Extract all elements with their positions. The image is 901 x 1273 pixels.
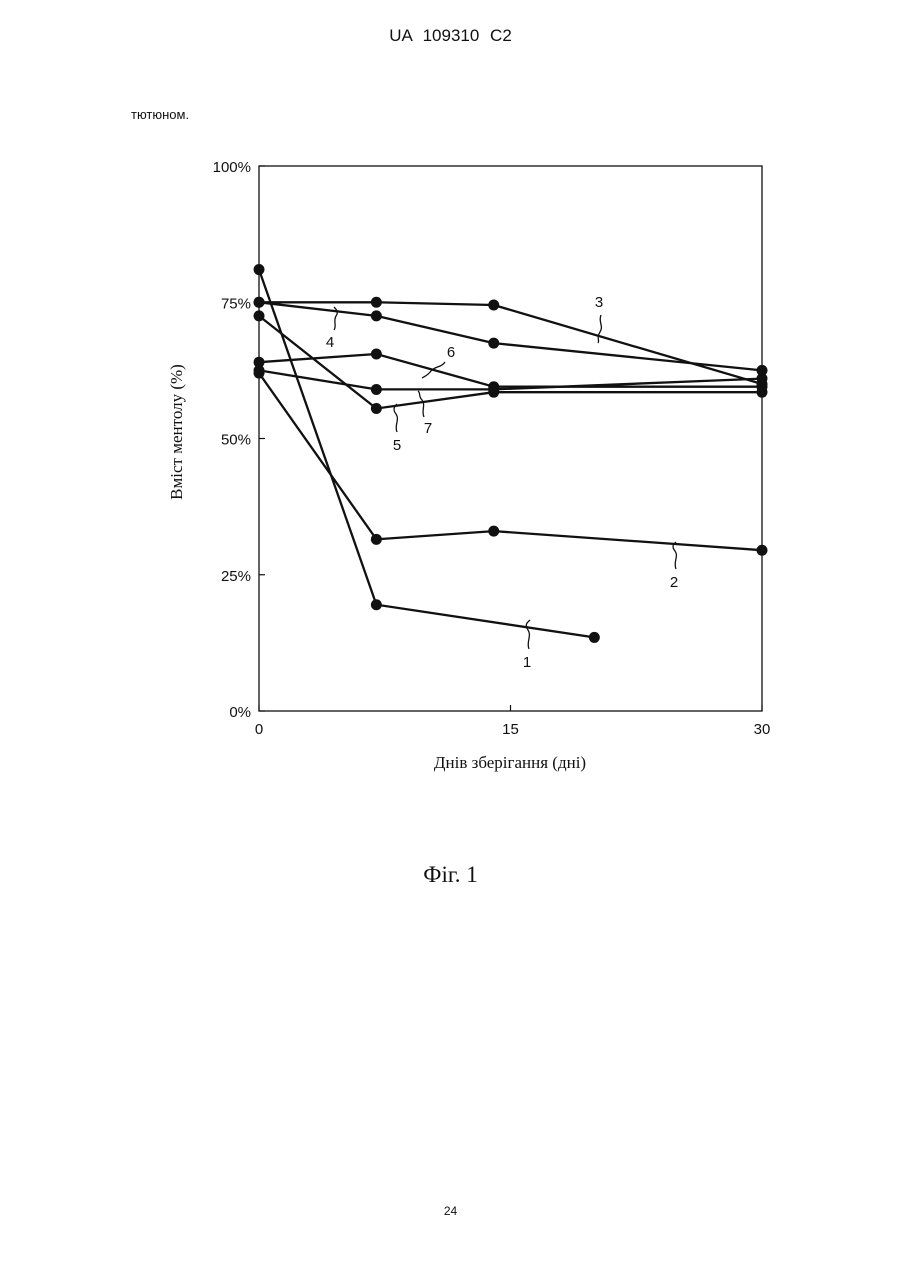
series-label: 4 <box>326 334 334 351</box>
series-5-point <box>371 403 382 414</box>
series-label: 6 <box>447 344 455 361</box>
figure-caption: Фіг. 1 <box>0 862 901 888</box>
series-6-point <box>371 349 382 360</box>
series-label-leader <box>418 391 424 417</box>
y-axis-title: Вміст ментолу (%) <box>167 364 186 500</box>
series-7-point <box>254 365 265 376</box>
series-3-point <box>488 299 499 310</box>
x-tick-label: 15 <box>502 721 519 738</box>
series-label-leader <box>526 620 530 649</box>
series-1-line <box>259 270 594 638</box>
x-tick-label: 0 <box>255 721 263 738</box>
y-tick-label: 100% <box>213 159 251 176</box>
plot-frame <box>259 166 762 711</box>
series-4-point <box>254 297 265 308</box>
y-tick-label: 0% <box>229 704 251 721</box>
series-2-point <box>371 534 382 545</box>
series-7-point <box>757 373 768 384</box>
series-label: 7 <box>424 420 432 437</box>
series-label: 2 <box>670 574 678 591</box>
y-tick-label: 25% <box>221 568 251 585</box>
page-number: 24 <box>0 1204 901 1218</box>
y-tick-label: 50% <box>221 432 251 449</box>
series-label-leader <box>394 404 397 432</box>
series-1-point <box>589 632 600 643</box>
menthol-content-chart: 0% 25% 50% 75% 100% 0 15 30 1 2 3 4 5 6 7 Днів зберіг… <box>0 0 901 800</box>
series-2-point <box>757 545 768 556</box>
y-tick-label: 75% <box>221 295 251 312</box>
series-label-leader <box>598 315 601 343</box>
x-tick-label: 30 <box>754 721 771 738</box>
series-label: 1 <box>523 654 531 671</box>
series-label: 5 <box>393 437 401 454</box>
series-5-point <box>254 310 265 321</box>
series-1-point <box>371 599 382 610</box>
series-1-point <box>254 264 265 275</box>
series-4-line <box>259 302 762 370</box>
series-2-point <box>488 526 499 537</box>
series-7-point <box>371 384 382 395</box>
series-3-line <box>259 302 762 384</box>
series-label: 3 <box>595 294 603 311</box>
series-3-point <box>371 297 382 308</box>
series-4-point <box>371 310 382 321</box>
x-axis-title: Днів зберігання (дні) <box>434 753 586 772</box>
series-2-line <box>259 373 762 550</box>
series-7-point <box>488 384 499 395</box>
series-label-leader <box>673 542 676 569</box>
series-4-point <box>488 338 499 349</box>
